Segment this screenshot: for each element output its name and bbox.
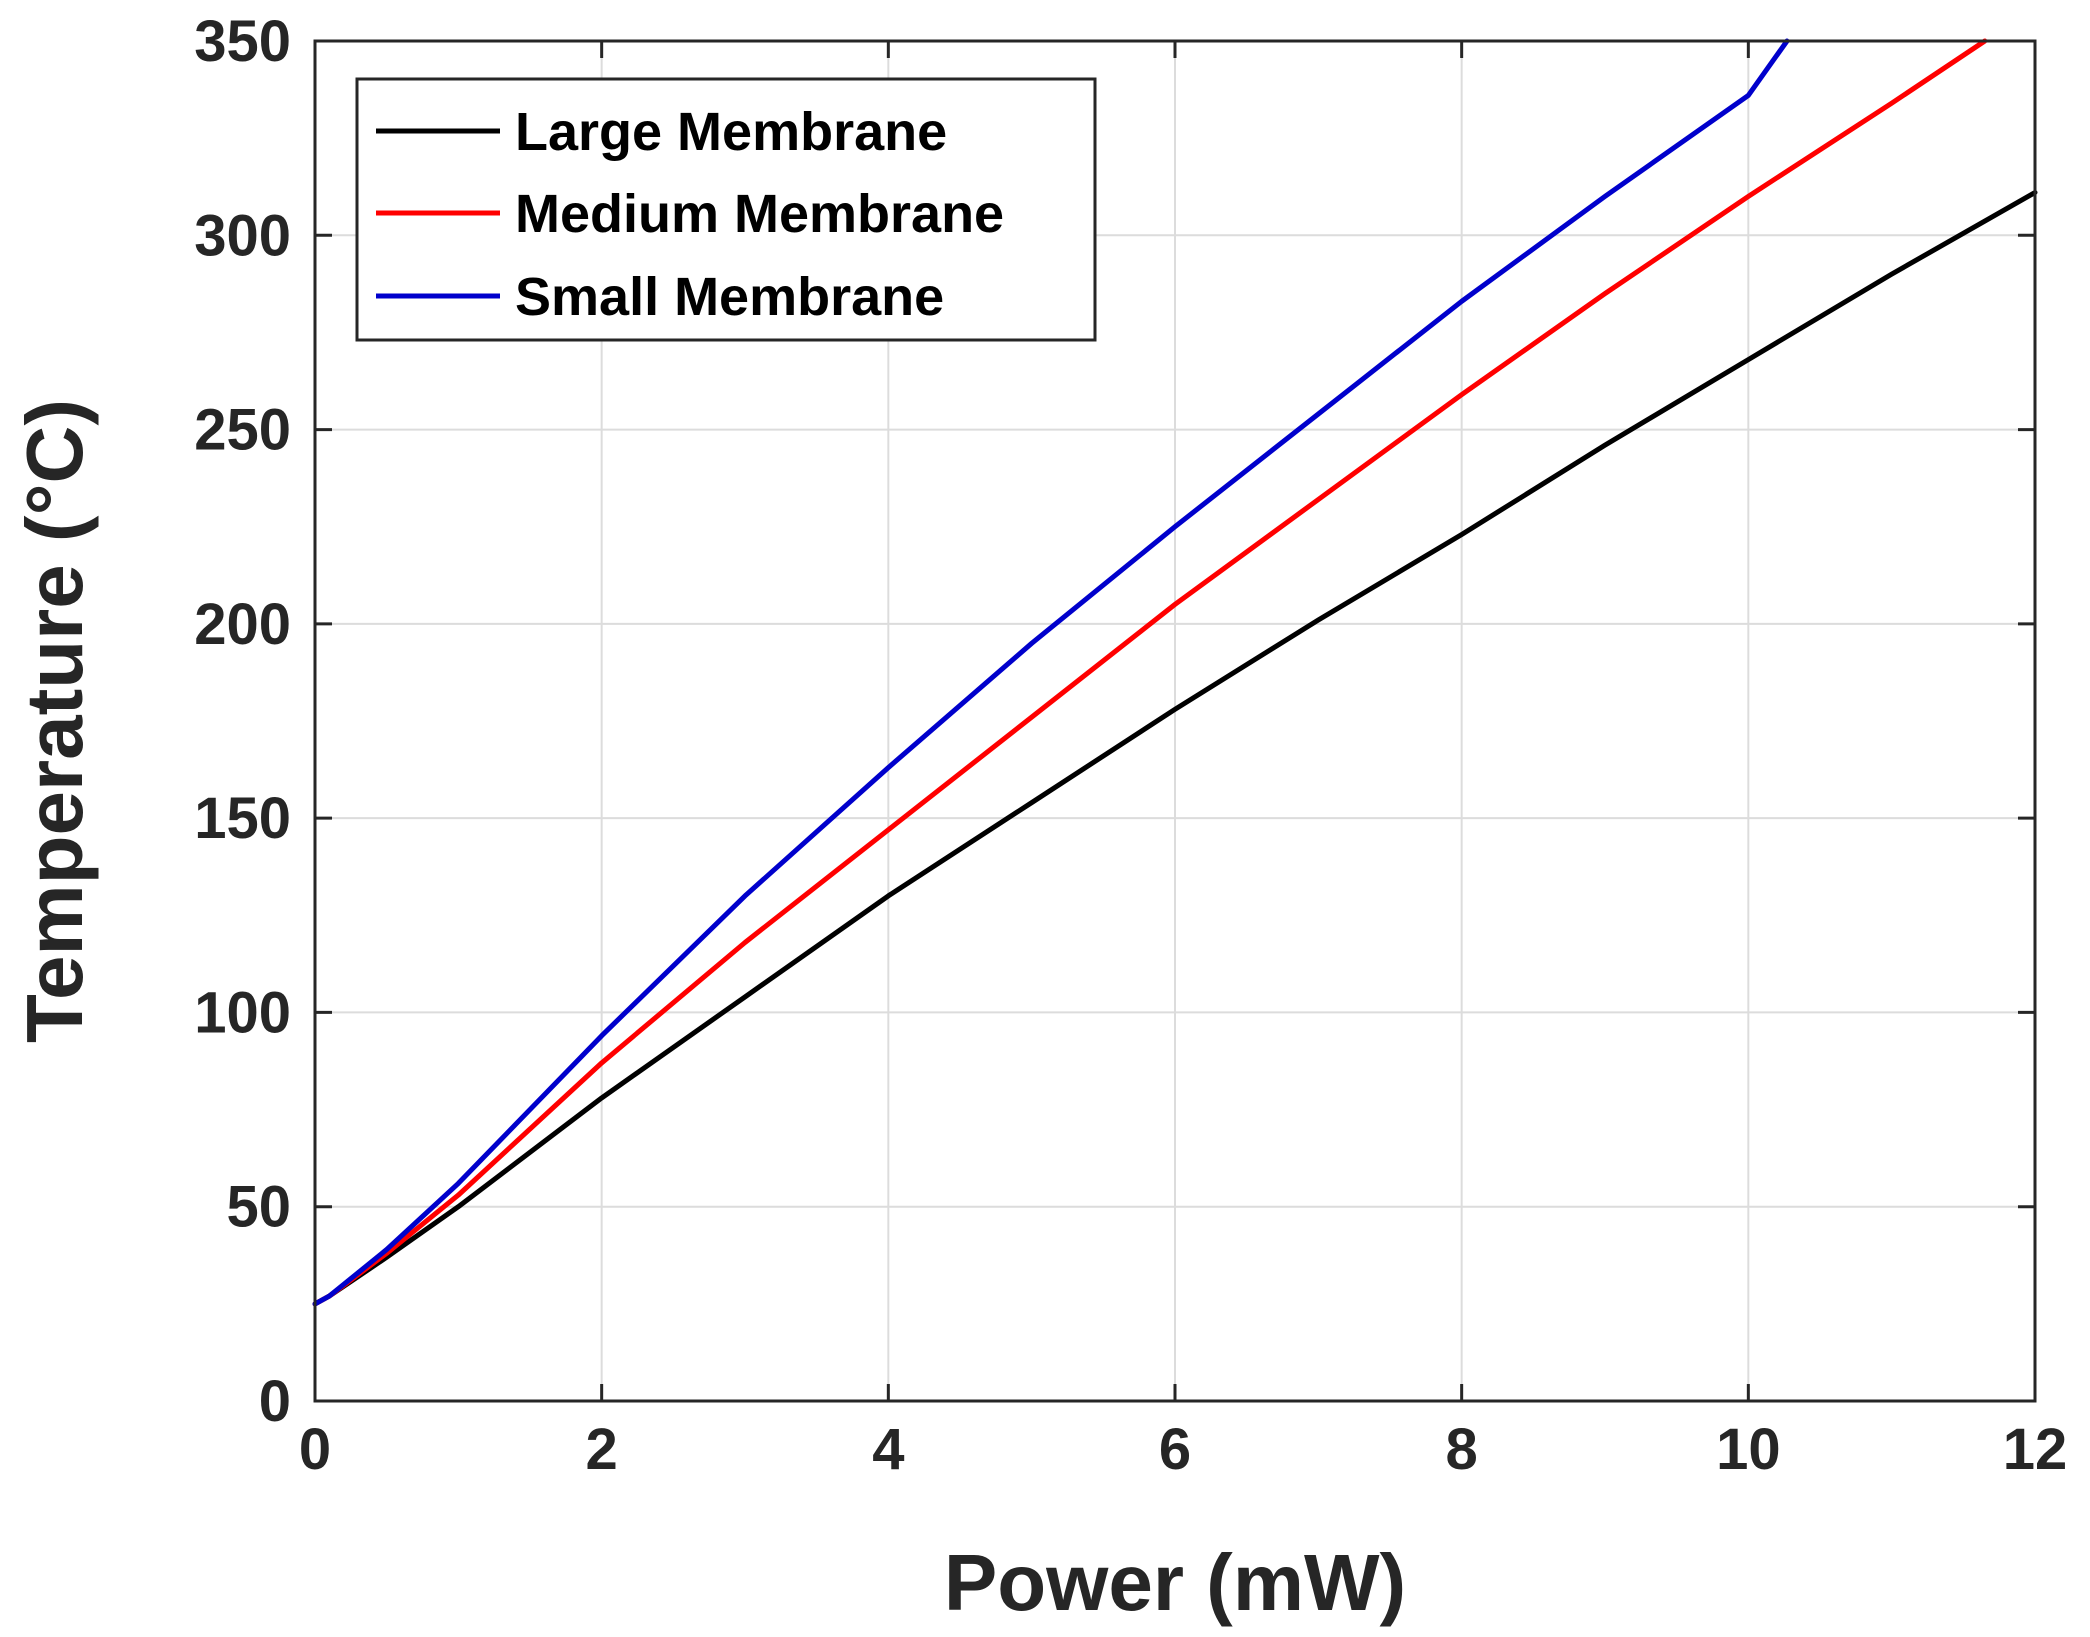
- y-tick-label: 100: [194, 980, 291, 1045]
- x-axis-title: Power (mW): [944, 1538, 1406, 1627]
- series-line-medium: [312, 38, 1988, 1307]
- y-tick-label: 350: [194, 9, 291, 74]
- x-tick-label: 0: [299, 1417, 331, 1482]
- x-tick-label: 12: [2003, 1417, 2068, 1482]
- x-tick-label: 2: [586, 1417, 618, 1482]
- y-tick-label: 150: [194, 786, 291, 851]
- x-tick-label: 8: [1446, 1417, 1478, 1482]
- y-tick-label: 50: [226, 1175, 291, 1240]
- y-tick-label: 200: [194, 592, 291, 657]
- y-tick-label: 250: [194, 398, 291, 463]
- legend: Large Membrane Medium Membrane Small Mem…: [355, 77, 1097, 342]
- legend-label-small: Small Membrane: [515, 267, 944, 327]
- x-tick-label: 6: [1159, 1417, 1191, 1482]
- x-tick-label: 10: [1716, 1417, 1781, 1482]
- y-tick-label: 0: [259, 1369, 291, 1434]
- x-tick-label: 4: [872, 1417, 904, 1482]
- series-line-large: [312, 190, 2038, 1307]
- series-lines: [312, 38, 2038, 1307]
- y-tick-label: 300: [194, 203, 291, 268]
- x-tick-labels: 0 2 4 6 8 10 12: [299, 1417, 2067, 1482]
- series-line-small: [312, 38, 1790, 1307]
- y-tick-labels: 0 50 100 150 200 250 300 350: [194, 9, 291, 1434]
- y-axis-title: Temperature (°C): [10, 399, 99, 1043]
- legend-label-large: Large Membrane: [515, 102, 947, 162]
- legend-label-medium: Medium Membrane: [515, 184, 1004, 244]
- axis-ticks: [313, 39, 2037, 1403]
